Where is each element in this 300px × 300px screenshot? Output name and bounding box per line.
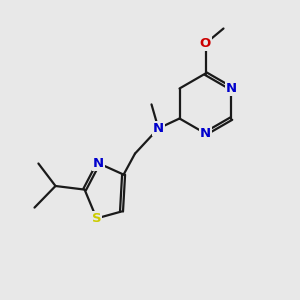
- Text: N: N: [200, 127, 211, 140]
- Text: S: S: [92, 212, 101, 225]
- Text: N: N: [93, 157, 104, 170]
- Text: N: N: [153, 122, 164, 135]
- Text: O: O: [200, 37, 211, 50]
- Text: N: N: [226, 82, 237, 95]
